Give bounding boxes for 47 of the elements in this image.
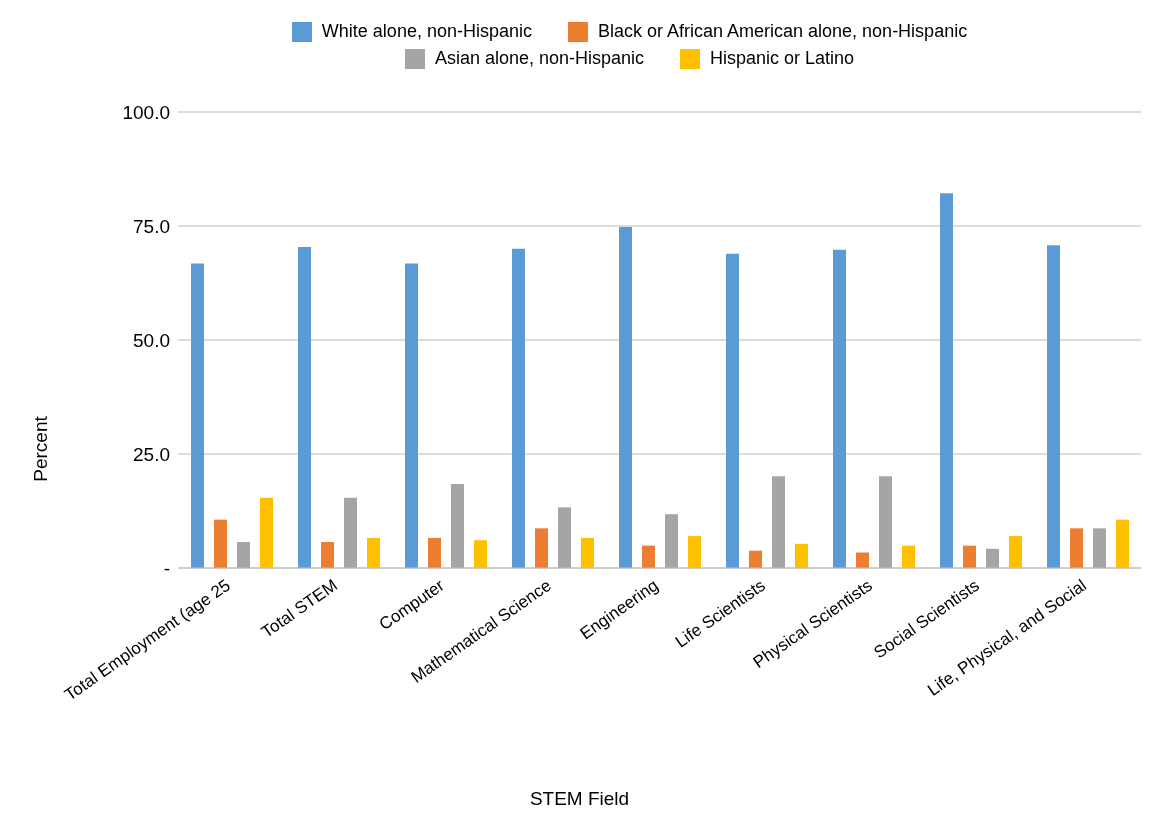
y-tick-label: 25.0 bbox=[133, 443, 170, 465]
bar bbox=[856, 552, 869, 568]
bar bbox=[298, 246, 311, 568]
bar bbox=[237, 542, 250, 568]
bar bbox=[428, 537, 441, 568]
bar bbox=[902, 545, 915, 568]
legend-label: Asian alone, non-Hispanic bbox=[433, 48, 645, 69]
bar bbox=[940, 193, 953, 568]
y-axis-title: Percent bbox=[29, 416, 52, 482]
y-tick-label: 100.0 bbox=[122, 101, 170, 123]
x-axis-title: STEM Field bbox=[528, 788, 631, 810]
bar bbox=[879, 476, 892, 568]
bar bbox=[1009, 536, 1022, 568]
bar bbox=[512, 248, 525, 568]
y-tick-label: 75.0 bbox=[133, 215, 170, 237]
bar bbox=[665, 514, 678, 568]
bar bbox=[1070, 528, 1083, 568]
bar bbox=[535, 528, 548, 568]
bar bbox=[1047, 245, 1060, 568]
bar bbox=[191, 263, 204, 568]
bar bbox=[344, 497, 357, 568]
bar bbox=[1116, 519, 1129, 568]
legend-label: Hispanic or Latino bbox=[709, 48, 855, 69]
bar bbox=[619, 226, 632, 568]
bar bbox=[963, 545, 976, 568]
bar bbox=[795, 543, 808, 568]
bar bbox=[214, 519, 227, 568]
bar bbox=[726, 253, 739, 568]
bar bbox=[1093, 528, 1106, 568]
bar bbox=[581, 537, 594, 568]
bar bbox=[260, 497, 273, 568]
bar bbox=[405, 263, 418, 568]
bar bbox=[772, 476, 785, 568]
bar bbox=[642, 545, 655, 568]
bar bbox=[688, 536, 701, 568]
bar bbox=[833, 249, 846, 568]
bar bbox=[321, 542, 334, 568]
bar bbox=[986, 548, 999, 568]
bar bbox=[367, 537, 380, 568]
legend-label: Black or African American alone, non-Hispanic bbox=[596, 21, 968, 42]
y-tick-label: - bbox=[163, 557, 170, 579]
bar bbox=[558, 507, 571, 568]
bar bbox=[474, 540, 487, 568]
y-tick-label: 50.0 bbox=[133, 329, 170, 351]
bar bbox=[749, 550, 762, 568]
bar bbox=[451, 484, 464, 568]
legend-label: White alone, non-Hispanic bbox=[320, 21, 532, 42]
